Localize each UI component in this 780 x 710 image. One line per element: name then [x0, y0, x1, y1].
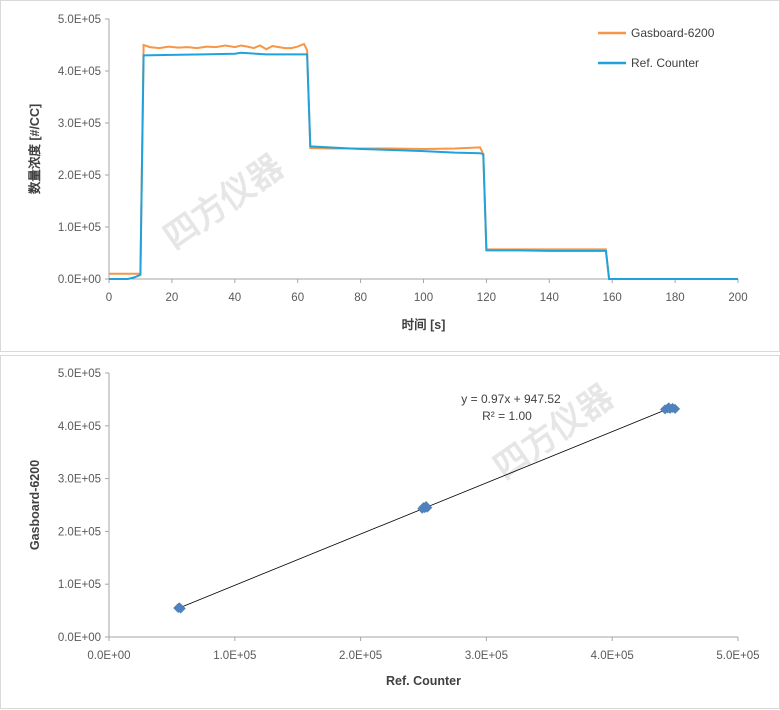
x-axis-title: 时间 [s] — [402, 317, 446, 332]
y-tick-label: 3.0E+05 — [58, 118, 101, 130]
x-tick-label: 200 — [728, 292, 747, 304]
x-axis-title: Ref. Counter — [386, 674, 461, 688]
legend-label: Ref. Counter — [631, 56, 699, 70]
y-tick-label: 5.0E+05 — [58, 368, 101, 380]
series-line-ref-counter — [109, 51, 738, 280]
x-tick-label: 180 — [666, 292, 685, 304]
y-tick-label: 1.0E+05 — [58, 579, 101, 591]
x-tick-label: 0 — [106, 292, 112, 304]
x-tick-label: 160 — [603, 292, 622, 304]
x-tick-label: 80 — [354, 292, 367, 304]
legend-label: Gasboard-6200 — [631, 26, 715, 40]
r-squared-label: R² = 1.00 — [482, 409, 532, 423]
scatter-point — [670, 403, 681, 414]
y-axis-title: 数量浓度 [#/CC] — [27, 104, 42, 195]
correlation-chart: 四方仪器 0.0E+00 1.0E+05 2.0E+05 3.0E+05 4.0E+05 5… — [0, 355, 780, 709]
scatter-point — [175, 603, 186, 614]
time-series-chart: 四方仪器 0.0E+00 1.0E+05 2.0E+05 3.0E+05 4.0E+05 5… — [0, 0, 780, 352]
y-tick-label: 4.0E+05 — [58, 421, 101, 433]
x-tick-label: 120 — [477, 292, 496, 304]
trendline-equation: y = 0.97x + 947.52 — [461, 392, 561, 406]
scatter-point — [422, 502, 433, 513]
x-tick-label: 2.0E+05 — [339, 650, 382, 662]
y-tick-label: 5.0E+05 — [58, 14, 101, 26]
y-tick-label: 1.0E+05 — [58, 222, 101, 234]
x-tick-label: 100 — [414, 292, 433, 304]
y-axis-title: Gasboard-6200 — [28, 460, 42, 550]
watermark: 四方仪器 — [157, 147, 291, 257]
x-tick-label: 60 — [291, 292, 304, 304]
x-tick-label: 20 — [166, 292, 179, 304]
x-tick-label: 140 — [540, 292, 559, 304]
x-tick-label: 5.0E+05 — [716, 650, 759, 662]
time-series-svg: 四方仪器 0.0E+00 1.0E+05 2.0E+05 3.0E+05 4.0E+05 5… — [27, 14, 748, 332]
series-line-gasboard-6200 — [109, 42, 738, 280]
x-tick-label: 1.0E+05 — [213, 650, 256, 662]
x-tick-label: 0.0E+00 — [87, 650, 130, 662]
scatter-point — [663, 402, 674, 413]
y-tick-label: 3.0E+05 — [58, 474, 101, 486]
x-tick-label: 4.0E+05 — [591, 650, 634, 662]
y-tick-label: 2.0E+05 — [58, 170, 101, 182]
y-tick-label: 2.0E+05 — [58, 526, 101, 538]
y-tick-label: 0.0E+00 — [58, 274, 101, 286]
correlation-svg: 四方仪器0.0E+001.0E+052.0E+053.0E+054.0E+055… — [28, 368, 760, 688]
x-tick-label: 40 — [228, 292, 241, 304]
x-tick-label: 3.0E+05 — [465, 650, 508, 662]
y-tick-label: 0.0E+00 — [58, 632, 101, 644]
y-tick-label: 4.0E+05 — [58, 66, 101, 78]
